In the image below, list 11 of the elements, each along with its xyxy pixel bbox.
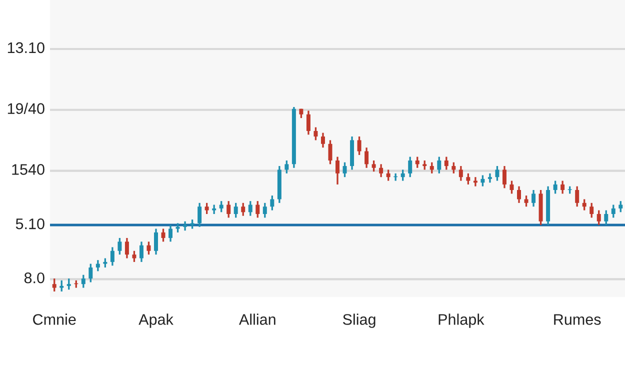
x-tick-label: Apak xyxy=(138,314,174,328)
text: 5.10 xyxy=(16,218,44,230)
x-tick-label: Cmnie xyxy=(33,314,76,325)
x-tick-label: Allian xyxy=(238,314,276,325)
x-tick-label: Phlapk xyxy=(438,314,484,328)
text: 19/40 xyxy=(8,102,44,114)
text: 13.10 xyxy=(8,42,44,54)
text: 8.0 xyxy=(24,272,44,284)
text: 1540 xyxy=(12,164,44,175)
x-tick-label: Sliag xyxy=(342,314,376,328)
x-tick-label: Rumes xyxy=(554,314,601,325)
